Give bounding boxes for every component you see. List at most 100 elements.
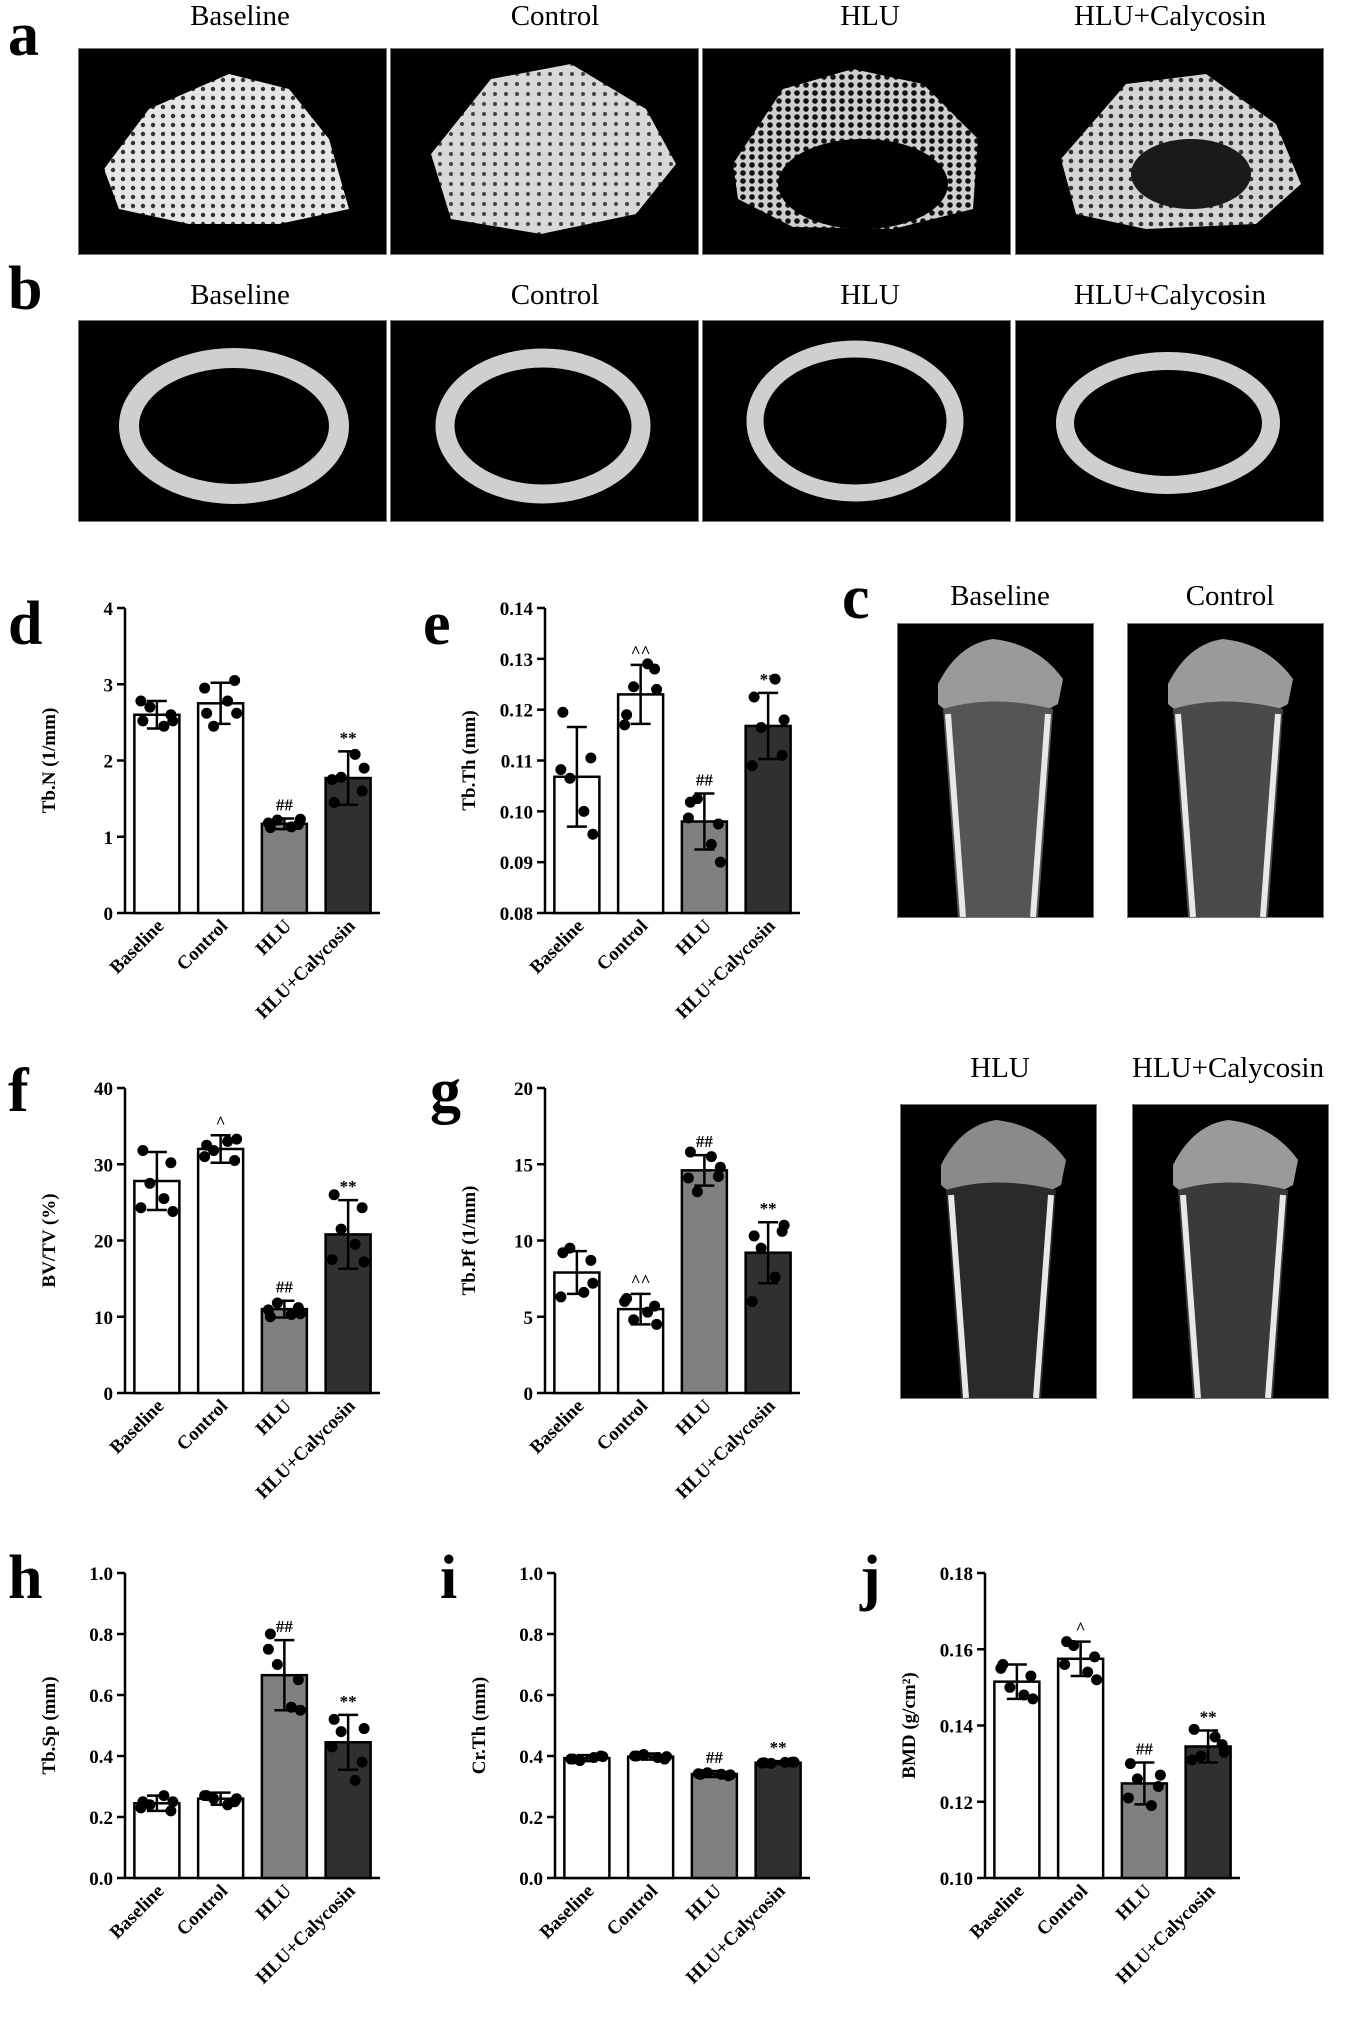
y-tick-label: 0.12 — [940, 1793, 973, 1814]
data-point — [229, 674, 241, 686]
row-b-title-calycosin: HLU+Calycosin — [1074, 279, 1266, 311]
data-point — [222, 1799, 234, 1811]
significance-hlu: ## — [706, 1748, 724, 1767]
y-tick-label: 0.4 — [519, 1747, 543, 1768]
data-point — [628, 1314, 640, 1326]
chart-g-tb-pf: 0 5 10 15 20 Tb.Pf (1/mm) Baseline ^^ Control ## H… — [420, 1070, 840, 1503]
data-point — [144, 1177, 156, 1189]
panel-label-h: h — [8, 1544, 43, 1612]
data-point — [621, 709, 633, 721]
y-tick-label: 0.12 — [500, 701, 533, 722]
significance-hlu: ## — [276, 1617, 294, 1636]
data-point — [356, 1756, 368, 1768]
data-point — [1004, 1681, 1016, 1693]
x-tick-label-control: Control — [173, 1881, 232, 1940]
data-point — [712, 818, 724, 830]
femur-section-baseline — [897, 623, 1094, 918]
y-tick-label: 0.11 — [501, 752, 533, 773]
femur-section-control — [1127, 623, 1324, 918]
data-point — [1018, 1689, 1030, 1701]
data-point — [335, 1223, 347, 1235]
data-point — [564, 772, 576, 784]
significance-hlu: ## — [696, 771, 714, 790]
data-point — [229, 1154, 241, 1166]
panel-c-title-hlu: HLU — [970, 1052, 1030, 1084]
row-a-title-control: Control — [510, 0, 600, 32]
data-point — [682, 812, 694, 824]
chart-i-cr-th: 0.0 0.2 0.4 0.6 0.8 1.0 Cr.Th (mm) Baseline Cont… — [430, 1555, 850, 1988]
x-tick-label-hlu: HLU — [252, 915, 296, 959]
data-point — [328, 1713, 340, 1725]
data-point — [1082, 1666, 1094, 1678]
bar-calycosin — [1184, 1745, 1232, 1880]
row-b-title-control: Control — [510, 279, 600, 311]
data-point — [715, 1768, 727, 1780]
bar-calycosin — [754, 1761, 802, 1880]
data-point — [328, 796, 340, 808]
femur-section-calycosin — [1132, 1104, 1329, 1399]
data-point — [755, 1242, 767, 1254]
y-tick-label: 0.14 — [940, 1717, 974, 1738]
data-point — [262, 1643, 274, 1655]
data-point — [769, 673, 781, 685]
data-point — [294, 813, 306, 825]
x-tick-label-control: Control — [1033, 1881, 1092, 1940]
x-tick-label-baseline: Baseline — [526, 1396, 589, 1459]
data-point — [1059, 1659, 1071, 1670]
significance-calycosin: ** — [340, 1177, 357, 1196]
data-point — [262, 1304, 274, 1316]
microct-trabecular-calycosin — [1015, 48, 1324, 255]
significance-calycosin: ** — [760, 670, 777, 689]
x-tick-label-control: Control — [593, 1396, 652, 1455]
x-tick-label-hlu: HLU — [682, 1880, 726, 1924]
data-point — [597, 1751, 609, 1763]
microct-trabecular-control — [390, 48, 699, 255]
significance-hlu: ## — [1136, 1739, 1154, 1758]
y-tick-label: 0 — [524, 1384, 534, 1405]
data-point — [714, 1161, 726, 1173]
data-point — [756, 1757, 768, 1769]
y-tick-label: 0.13 — [500, 650, 533, 671]
chart-svg-j: 0.10 0.12 0.14 0.16 0.18 BMD (g/cm²) Baseline ^… — [899, 1564, 1240, 1988]
data-point — [1124, 1758, 1136, 1770]
data-point — [555, 764, 567, 776]
significance-calycosin: ** — [1200, 1707, 1217, 1726]
data-point — [578, 805, 590, 817]
significance-control: ^ — [1076, 1619, 1086, 1638]
x-tick-label-hlu: HLU — [1112, 1880, 1156, 1924]
data-point — [199, 682, 211, 694]
data-point — [1218, 1746, 1230, 1758]
data-point — [349, 748, 361, 760]
data-point — [1089, 1651, 1101, 1663]
data-point — [1154, 1769, 1166, 1781]
microct-trabecular-baseline — [78, 48, 387, 255]
data-point — [158, 1193, 170, 1205]
y-tick-label: 0.0 — [519, 1869, 543, 1890]
data-point — [231, 1133, 243, 1145]
microct-cortical-calycosin — [1015, 320, 1324, 522]
y-tick-label: 3 — [104, 675, 114, 696]
data-point — [587, 828, 599, 840]
data-point — [1152, 1781, 1164, 1792]
data-point — [167, 1206, 179, 1218]
data-point — [356, 1202, 368, 1214]
y-tick-label: 10 — [514, 1232, 533, 1253]
data-point — [642, 1306, 654, 1318]
data-point — [661, 1751, 673, 1763]
data-point — [358, 762, 370, 774]
bar-control — [196, 1797, 245, 1880]
data-point — [769, 1271, 781, 1283]
data-point — [285, 1701, 297, 1713]
data-point — [619, 1296, 631, 1307]
data-point — [684, 1146, 696, 1158]
y-axis-title: Tb.N (1/mm) — [39, 708, 60, 814]
data-point — [158, 1790, 170, 1802]
panel-label-b: b — [8, 255, 43, 323]
data-point — [137, 715, 149, 727]
x-tick-label-baseline: Baseline — [106, 1396, 169, 1459]
y-tick-label: 1.0 — [519, 1564, 543, 1585]
data-point — [585, 752, 597, 764]
data-point — [167, 1796, 179, 1808]
data-point — [682, 1172, 694, 1184]
row-b-title-hlu: HLU — [840, 279, 900, 311]
